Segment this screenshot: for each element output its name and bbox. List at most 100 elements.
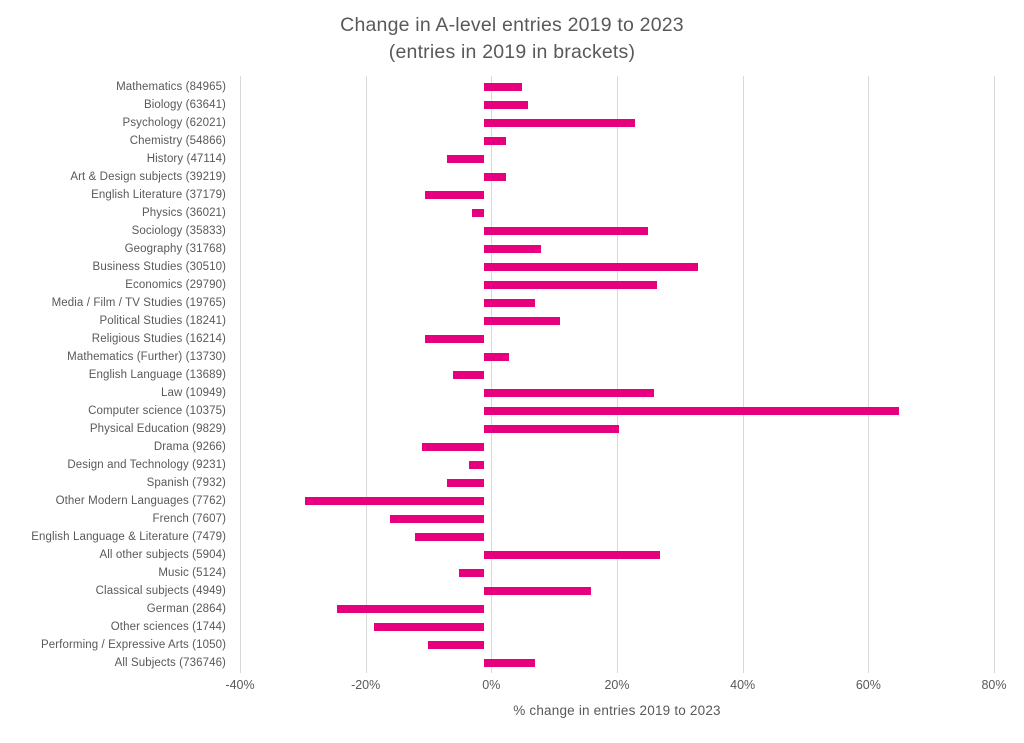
bar-row: Media / Film / TV Studies (19765)	[0, 294, 1024, 312]
bar	[452, 371, 485, 379]
category-label: Business Studies (30510)	[92, 261, 226, 273]
category-label: Other sciences (1744)	[110, 621, 226, 633]
category-label: Drama (9266)	[153, 441, 226, 453]
bar-track	[233, 654, 987, 672]
bar-track	[233, 366, 987, 384]
category-label: Chemistry (54866)	[129, 135, 226, 147]
gridline	[868, 76, 870, 673]
bar	[424, 335, 485, 343]
category-label: Biology (63641)	[143, 99, 226, 111]
bar-row: Performing / Expressive Arts (1050)	[0, 636, 1024, 654]
category-label: Design and Technology (9231)	[67, 459, 226, 471]
bar	[484, 299, 535, 307]
bar-row: Spanish (7932)	[0, 474, 1024, 492]
bar	[484, 587, 592, 595]
bar-row: All other subjects (5904)	[0, 546, 1024, 564]
bar-row: Other sciences (1744)	[0, 618, 1024, 636]
bar-track	[233, 510, 987, 528]
gridline	[742, 76, 744, 673]
bar-track	[233, 456, 987, 474]
category-label: English Language (13689)	[88, 369, 226, 381]
bar	[484, 659, 535, 667]
bar-track	[233, 186, 987, 204]
bar-track	[233, 294, 987, 312]
gridline	[240, 76, 241, 673]
bar-track	[233, 636, 987, 654]
bar-row: Art & Design subjects (39219)	[0, 168, 1024, 186]
bar-track	[233, 78, 987, 96]
bar-track	[233, 114, 987, 132]
bar	[484, 227, 648, 235]
bar-track	[233, 384, 987, 402]
bar-row: Chemistry (54866)	[0, 132, 1024, 150]
category-label: English Literature (37179)	[91, 189, 226, 201]
bar	[305, 497, 485, 505]
bar-track	[233, 96, 987, 114]
bar	[484, 101, 529, 109]
category-label: Other Modern Languages (7762)	[55, 495, 226, 507]
x-tick-label: 60%	[855, 678, 881, 692]
bar-track	[233, 312, 987, 330]
bar-track	[233, 348, 987, 366]
gridline	[365, 76, 367, 673]
x-tick-label: 0%	[482, 678, 501, 692]
bar-row: German (2864)	[0, 600, 1024, 618]
bar	[427, 641, 485, 649]
bar-row: Geography (31768)	[0, 240, 1024, 258]
bar	[484, 83, 523, 91]
x-tick-label: 80%	[981, 678, 1007, 692]
bar	[484, 281, 658, 289]
x-tick-label: -40%	[225, 678, 255, 692]
bar	[484, 173, 507, 181]
category-label: Art & Design subjects (39219)	[70, 171, 226, 183]
bar-row: Physical Education (9829)	[0, 420, 1024, 438]
chart-title-line1: Change in A-level entries 2019 to 2023	[340, 14, 684, 36]
bar-track	[233, 330, 987, 348]
bar-track	[233, 204, 987, 222]
bar-row: English Language & Literature (7479)	[0, 528, 1024, 546]
category-label: Media / Film / TV Studies (19765)	[51, 297, 226, 309]
bar-row: Business Studies (30510)	[0, 258, 1024, 276]
bar	[471, 209, 485, 217]
bar-track	[233, 258, 987, 276]
bar-row: Sociology (35833)	[0, 222, 1024, 240]
category-label: English Language & Literature (7479)	[31, 531, 226, 543]
bar-row: Law (10949)	[0, 384, 1024, 402]
bar	[374, 623, 485, 631]
bar-track	[233, 600, 987, 618]
bar	[390, 515, 485, 523]
bar-row: Mathematics (84965)	[0, 78, 1024, 96]
bar	[484, 263, 698, 271]
category-label: Physics (36021)	[142, 207, 226, 219]
bar	[446, 155, 485, 163]
bar-track	[233, 276, 987, 294]
bar	[415, 533, 485, 541]
bar-track	[233, 582, 987, 600]
bar-track	[233, 618, 987, 636]
bar-track	[233, 474, 987, 492]
category-label: Religious Studies (16214)	[91, 333, 226, 345]
bar-track	[233, 438, 987, 456]
bar	[468, 461, 485, 469]
bar	[424, 191, 485, 199]
bar	[484, 389, 654, 397]
bar-row: Religious Studies (16214)	[0, 330, 1024, 348]
bar-row: English Language (13689)	[0, 366, 1024, 384]
bar-track	[233, 420, 987, 438]
x-axis-ticks: -40% -20% 0% 20% 40% 60% 80%	[225, 678, 1006, 694]
bar-row: French (7607)	[0, 510, 1024, 528]
category-label: All Subjects (736746)	[114, 657, 226, 669]
bar-row: Political Studies (18241)	[0, 312, 1024, 330]
category-label: Political Studies (18241)	[99, 315, 226, 327]
bar	[484, 353, 510, 361]
bar	[459, 569, 485, 577]
bar-track	[233, 564, 987, 582]
chart-title: Change in A-level entries 2019 to 2023 (…	[0, 12, 1024, 66]
category-label: Physical Education (9829)	[89, 423, 226, 435]
category-label: Performing / Expressive Arts (1050)	[40, 639, 226, 651]
x-axis-title: % change in entries 2019 to 2023	[513, 703, 721, 718]
category-label: French (7607)	[152, 513, 226, 525]
bar-track	[233, 222, 987, 240]
category-label: Mathematics (84965)	[116, 81, 226, 93]
category-label: All other subjects (5904)	[99, 549, 226, 561]
